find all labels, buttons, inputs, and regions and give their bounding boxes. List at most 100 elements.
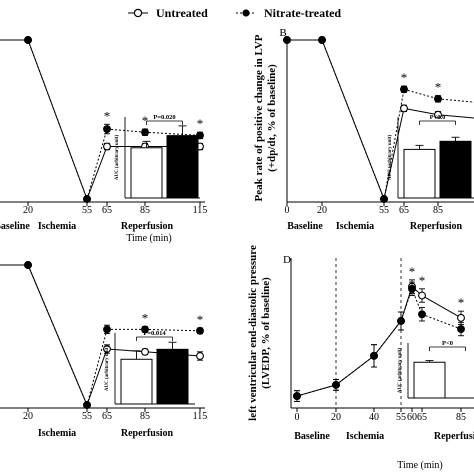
- nitrate-point: [103, 125, 111, 133]
- nitrate-point: [141, 325, 149, 334]
- inset-bar-untreated: [130, 147, 163, 199]
- nitrate-point: [283, 36, 291, 44]
- phase-label: Baseline: [294, 431, 330, 442]
- series-line-segment: [403, 88, 439, 100]
- x-tick-label: 20: [23, 205, 33, 216]
- x-tick-label: 55: [379, 205, 389, 216]
- p-value-label: P<0.0: [430, 114, 446, 121]
- inset-bar-chart: P<0 AUC (arbitrary unit): [398, 340, 474, 399]
- x-tick-label: 55: [82, 205, 92, 216]
- significance-star: *: [142, 113, 149, 128]
- significance-star: *: [197, 312, 204, 327]
- significance-star: *: [104, 108, 111, 123]
- series-line-segment: [144, 328, 201, 332]
- phase-label: Ischemia: [336, 221, 374, 232]
- x-tick-label: 115: [193, 205, 208, 216]
- series-line-segment: [400, 286, 413, 322]
- inset-y-label: AUC (arbitrary unit): [115, 135, 120, 181]
- series-line-segment: [421, 295, 462, 319]
- x-tick-label: 0: [285, 205, 290, 216]
- series-line-segment: [86, 348, 108, 406]
- untreated-point: [457, 313, 465, 322]
- y-axis-label: Peak rate of positive change in LVP(+dp/…: [253, 34, 278, 201]
- inset-bar-nitrate: [156, 348, 189, 405]
- phase-label: Reperfusion: [434, 431, 474, 442]
- series-line-segment: [383, 108, 405, 200]
- x-tick-label: 20: [317, 205, 327, 216]
- untreated-point: [103, 142, 111, 151]
- series-line-segment: [403, 107, 439, 116]
- panel-A: 20 55 65 85 115 Baseline Ischemia ReperfusionTi…: [0, 36, 208, 244]
- x-tick-label: 85: [433, 205, 443, 216]
- chart-panels: 20 55 65 85 115 Baseline Ischemia Reperfusion Ti…: [0, 27, 474, 471]
- p-value-label: P<0: [442, 340, 453, 347]
- p-value-label: P=0.014: [143, 330, 166, 337]
- x-tick-label: 65: [102, 411, 112, 422]
- series-line-segment: [373, 320, 402, 357]
- inset-bar-chart: P=0.014 AUC (arbitrary unit): [105, 330, 195, 405]
- untreated-point: [418, 291, 426, 300]
- phase-label: Ischemia: [346, 431, 384, 442]
- significance-star: *: [142, 311, 149, 326]
- x-tick-label: 55: [82, 411, 92, 422]
- y-axis-label: left ventricular end-diastolic pressure(…: [247, 245, 272, 421]
- p-value-label: P=0.020: [153, 114, 175, 121]
- series-line-segment: [321, 39, 385, 200]
- panel-C: 20 55 65 85 115 Ischemia Reperfusion * * P=0.014 A…: [0, 261, 208, 439]
- x-tick-label: 20: [331, 412, 341, 423]
- untreated-point: [196, 352, 204, 360]
- x-tick-label: 55: [396, 412, 406, 423]
- nitrate-point: [457, 325, 465, 333]
- legend: Untreated Nitrate-treated: [128, 6, 341, 20]
- nitrate-point: [24, 36, 32, 44]
- nitrate-point: [418, 310, 426, 319]
- series-line-segment: [27, 39, 88, 200]
- phase-label: Baseline: [0, 221, 30, 232]
- series-line-segment: [437, 114, 474, 119]
- inset-bar-untreated: [403, 148, 436, 199]
- x-tick-label: 85: [140, 205, 150, 216]
- nitrate-point: [318, 36, 326, 44]
- x-tick-label: 65: [102, 205, 112, 216]
- nitrate-point: [400, 85, 408, 94]
- legend-untreated-marker: [133, 8, 143, 18]
- series-line-segment: [400, 288, 413, 322]
- significance-star: *: [197, 116, 204, 131]
- series-line-segment: [335, 355, 375, 386]
- untreated-point: [103, 345, 111, 353]
- inset-bar-nitrate: [439, 140, 472, 199]
- x-tick-label: 115: [193, 411, 208, 422]
- series-line-segment: [411, 288, 423, 315]
- series-line-segment: [144, 131, 201, 136]
- nitrate-point: [24, 261, 32, 269]
- nitrate-point: [196, 326, 204, 335]
- inset-bar-nitrate: [166, 135, 199, 199]
- x-tick-label: 60: [407, 412, 417, 423]
- series-line-segment: [383, 89, 405, 200]
- nitrate-point: [103, 325, 111, 334]
- nitrate-point: [380, 195, 388, 203]
- x-tick-label: 85: [140, 411, 150, 422]
- x-axis-label: Time (min): [126, 233, 171, 244]
- significance-star: *: [401, 70, 408, 85]
- phase-label: Baseline: [287, 221, 323, 232]
- nitrate-point: [370, 351, 378, 360]
- inset-bar-untreated: [120, 358, 153, 405]
- nitrate-point: [83, 195, 91, 203]
- untreated-point: [400, 104, 408, 113]
- phase-label: Reperfusion: [121, 428, 174, 439]
- inset-bar-chart: P<0.0 AUC (arbitrary unit): [388, 114, 474, 199]
- significance-star: *: [458, 295, 465, 310]
- series-line-segment: [106, 128, 146, 133]
- nitrate-point: [408, 284, 416, 293]
- x-tick-label: 40: [369, 412, 379, 423]
- series-line-segment: [86, 329, 108, 406]
- phase-label: Reperfusion: [410, 221, 463, 232]
- phase-label: Ischemia: [38, 221, 76, 232]
- legend-nitrate-marker: [242, 9, 250, 17]
- series-line-segment: [106, 348, 146, 353]
- inset-y-label: AUC (arbitrary unit): [388, 135, 393, 181]
- untreated-point: [434, 110, 442, 119]
- significance-star: *: [409, 264, 416, 279]
